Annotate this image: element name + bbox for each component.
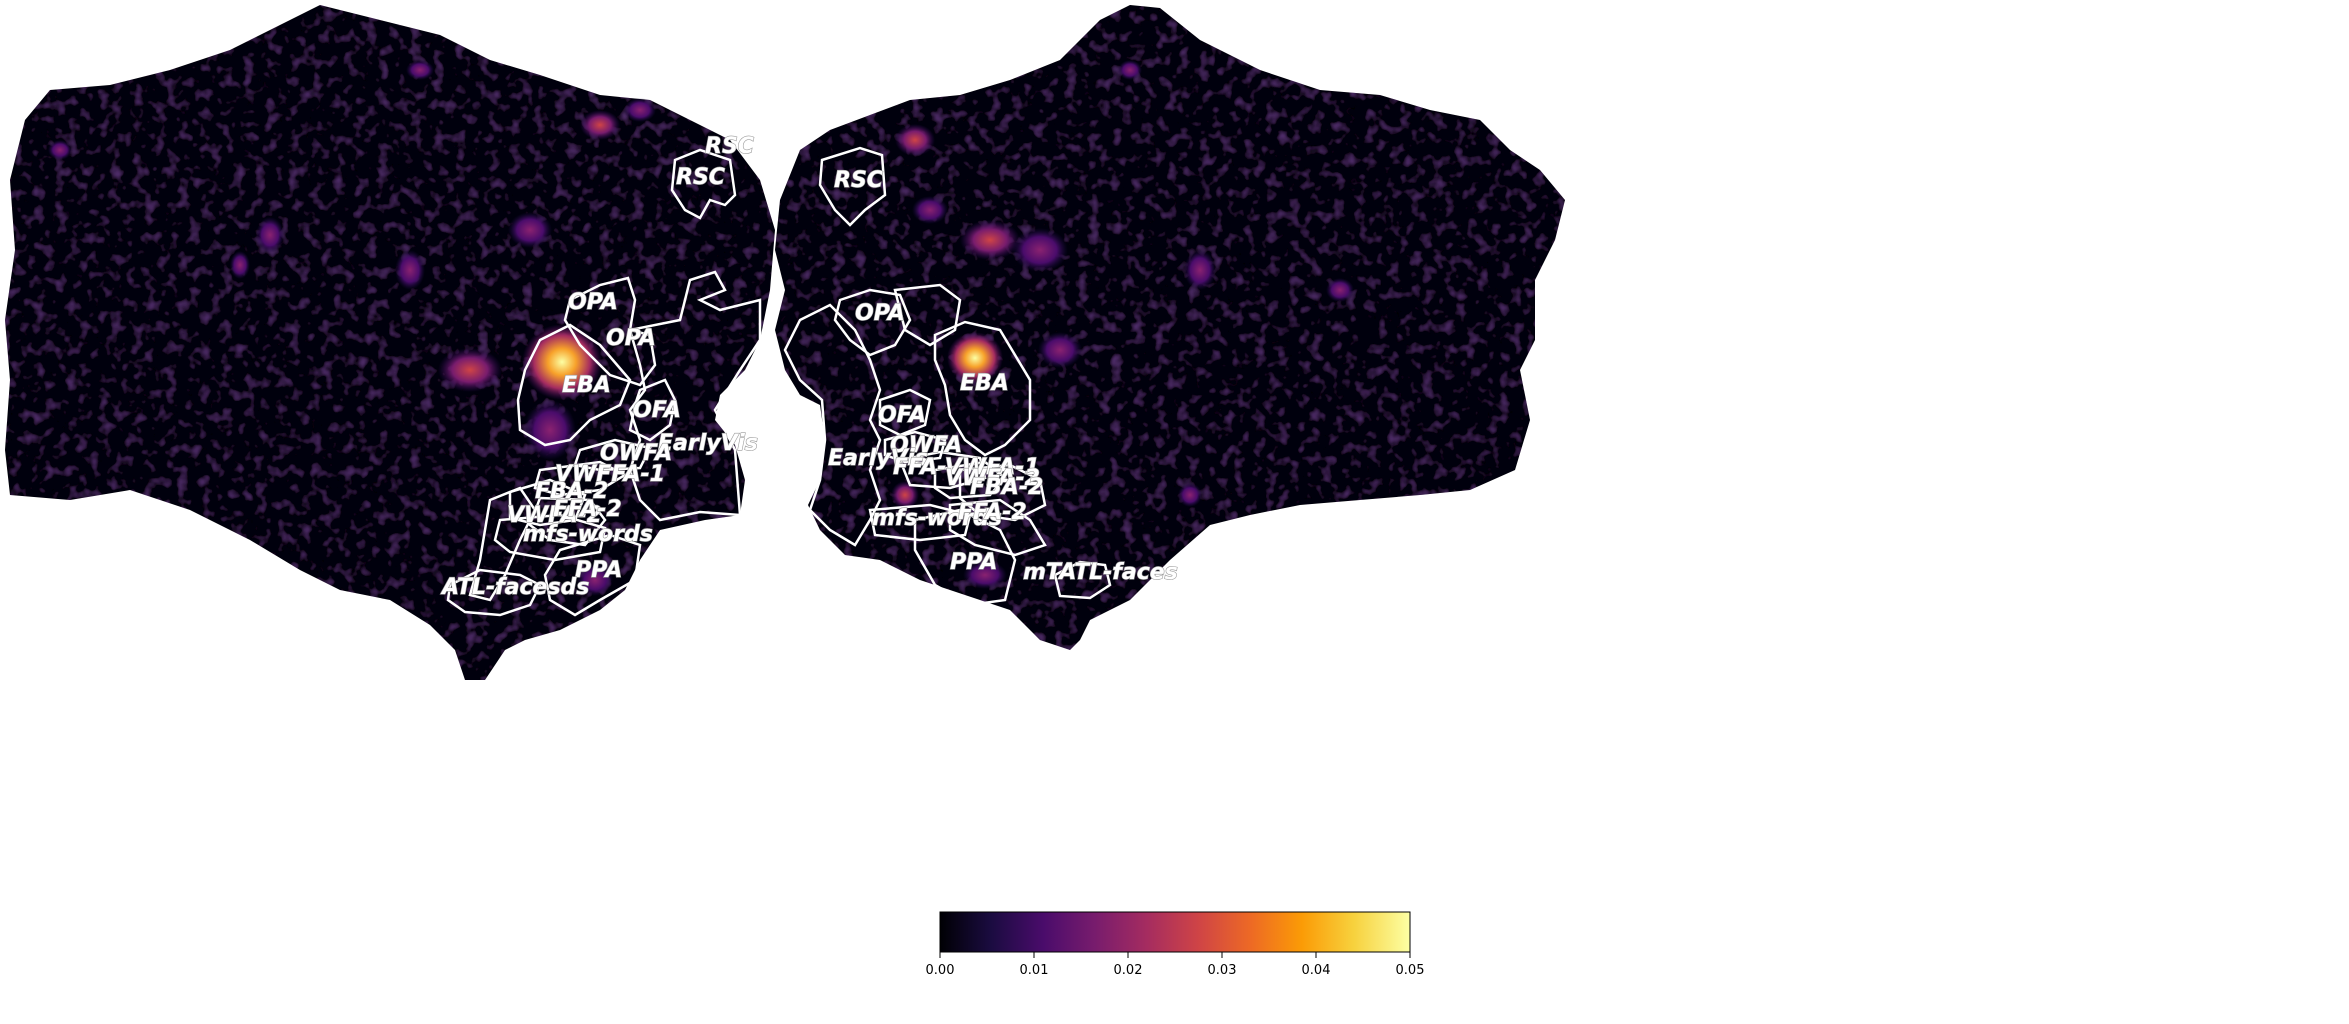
activation-blob — [580, 110, 620, 140]
roi-label: RSC — [676, 165, 725, 190]
activation-blob — [1118, 60, 1142, 80]
activation-blob — [395, 250, 425, 290]
activation-blob — [230, 251, 250, 279]
roi-label: VWFA-2 — [945, 466, 1040, 491]
roi-outline-ffa-2 — [948, 498, 1047, 557]
roi-outline-ofa — [878, 388, 932, 437]
roi-outline-opa — [563, 276, 657, 387]
colorbar-ticks — [939, 952, 1411, 958]
left-roi-outlines — [446, 148, 762, 617]
roi-outline-opa-2 — [893, 283, 962, 347]
colorbar-tick-label: 0.05 — [1396, 963, 1425, 978]
left-hemisphere: RSC RSC OPA OPA EBA OFA EarlyVis OWFA VW… — [5, 5, 775, 680]
right-cortex-surface — [775, 5, 1565, 650]
activation-blob — [48, 140, 72, 160]
roi-label: OWFA — [600, 441, 672, 466]
roi-outline-earlyvis — [628, 270, 762, 522]
roi-label: PPA — [575, 558, 622, 583]
roi-outline-vwffa-1 — [533, 460, 628, 497]
colorbar-tick-label: 0.04 — [1302, 963, 1331, 978]
colorbar-tick-label: 0.02 — [1114, 963, 1143, 978]
activation-blob — [1012, 228, 1068, 272]
roi-label: OFA — [633, 398, 681, 423]
roi-outline-ffa-1 — [898, 450, 987, 490]
colorbar-tick-label: 0.03 — [1208, 963, 1237, 978]
right-roi-outlines — [783, 146, 1112, 607]
activation-eba-right — [947, 332, 1003, 384]
roi-label: RSC — [705, 134, 754, 159]
roi-label: RSC — [834, 168, 883, 193]
roi-label: EarlyVis — [828, 446, 928, 471]
activation-blob — [577, 564, 613, 596]
activation-blob — [960, 220, 1020, 260]
roi-outline-mfs-words — [868, 503, 972, 542]
activation-blob — [912, 196, 948, 224]
roi-outline-ffa-2 — [528, 496, 607, 547]
right-hemisphere: RSC OPA EBA OFA OWFA EarlyVis FFA-VWFA-1… — [775, 5, 1565, 650]
colorbar: 0.00 0.01 0.02 0.03 0.04 0.05 — [926, 911, 1425, 978]
activation-blob — [1178, 483, 1202, 507]
roi-outline-ppa — [913, 508, 1017, 607]
roi-outline-atl-faces — [446, 568, 542, 617]
roi-outline-eba — [516, 323, 632, 447]
activation-blob — [508, 212, 552, 248]
activation-blob — [963, 561, 1007, 589]
roi-label: EarlyVis — [658, 431, 758, 456]
roi-outline-rsc — [818, 146, 887, 227]
roi-label: EBA — [960, 371, 1009, 396]
roi-outline-fba-2 — [958, 463, 1047, 522]
roi-label: ATL-facesds — [440, 575, 589, 600]
activation-blob — [256, 217, 284, 253]
activation-blob — [1038, 332, 1082, 368]
roi-outline-eba — [933, 320, 1032, 457]
roi-label: FBA-2 — [535, 479, 608, 504]
roi-outline-ofa — [628, 378, 677, 442]
roi-label: mfs-words — [872, 506, 1002, 531]
roi-outline-rsc — [670, 148, 737, 220]
roi-label: OPA — [855, 301, 905, 326]
roi-label: FFA-2 — [553, 497, 622, 522]
roi-outline-owfa — [883, 430, 947, 464]
roi-outline-vwfa-2 — [933, 460, 1007, 500]
roi-label: mfs-words — [523, 522, 653, 547]
activation-blob — [1326, 278, 1354, 302]
roi-label: VWFA-2 — [507, 503, 602, 528]
colorbar-gradient — [939, 911, 1411, 953]
roi-label: EBA — [562, 373, 611, 398]
colorbar-tick-label: 0.01 — [1020, 963, 1049, 978]
roi-outline-mfs-words — [493, 513, 607, 562]
roi-outline-mtatl-faces — [1053, 560, 1112, 600]
roi-label: VWFFA-1 — [555, 462, 665, 487]
roi-label: OWFA — [890, 433, 962, 458]
roi-label: mTATL-faces — [1023, 560, 1178, 585]
left-cortex-surface — [5, 5, 775, 680]
roi-label: OFA — [878, 403, 926, 428]
roi-label: FBA-2 — [970, 475, 1043, 500]
activation-blob — [406, 60, 434, 80]
roi-outline-ppa — [543, 533, 642, 617]
roi-outline-ventral — [468, 486, 537, 602]
roi-label: OPA — [606, 326, 656, 351]
activation-blob — [1184, 250, 1216, 290]
roi-label: FFA-VWFA-1 — [893, 455, 1040, 480]
roi-outline-opa — [833, 288, 912, 357]
colorbar-tick-label: 0.00 — [926, 963, 955, 978]
activation-blob — [895, 124, 935, 156]
activation-eba-left — [522, 324, 602, 400]
activation-blob — [524, 400, 576, 460]
activation-blob — [438, 348, 502, 392]
roi-outline-earlyvis — [783, 303, 882, 547]
roi-label: PPA — [950, 550, 997, 575]
activation-blob — [891, 481, 919, 509]
roi-label: OPA — [568, 290, 618, 315]
roi-label: FFA-2 — [958, 500, 1027, 525]
activation-blob — [624, 98, 656, 122]
